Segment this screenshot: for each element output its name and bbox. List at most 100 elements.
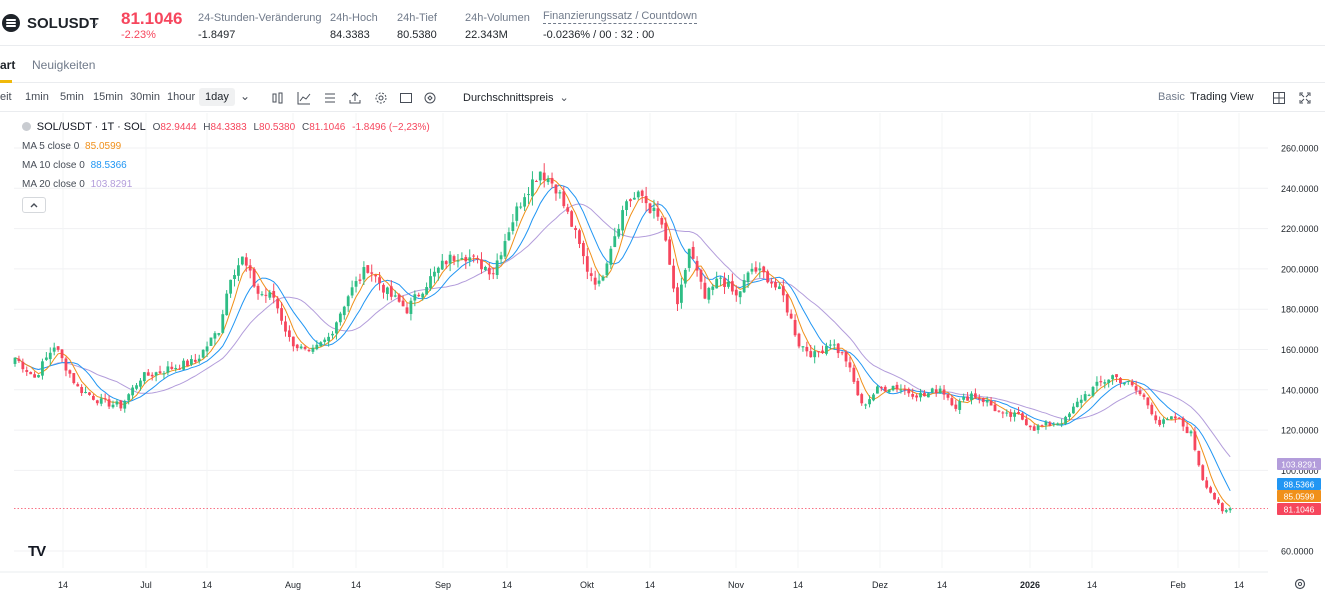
view-basic-button[interactable]: Basic (1158, 91, 1185, 103)
timeframe-1hour[interactable]: 1hour (167, 91, 196, 103)
price-change-pct: -2.23% (121, 29, 156, 41)
candle (456, 253, 460, 268)
legend-open: O82.9444 (152, 122, 197, 133)
candle (44, 352, 48, 361)
candle (1079, 394, 1083, 409)
candle (1122, 382, 1126, 386)
legend-ma10[interactable]: MA 10 close 0 88.5366 (22, 160, 127, 171)
timeframe-cut-label[interactable]: eit (0, 91, 12, 103)
stat-label[interactable]: Finanzierungssatz / Countdown (543, 10, 698, 24)
candle (1036, 423, 1040, 434)
stat-label: 24h-Tief (397, 12, 437, 24)
expand-icon[interactable] (1298, 91, 1312, 105)
candle (668, 236, 672, 265)
legend-collapse-button[interactable] (22, 197, 46, 213)
indicator-icon[interactable] (297, 91, 311, 105)
candle (193, 353, 197, 364)
share-icon[interactable] (348, 91, 362, 105)
candle (644, 186, 648, 212)
candle (962, 393, 966, 403)
timeframe-5min[interactable]: 5min (60, 91, 84, 103)
candle (738, 291, 742, 305)
legend-ma20[interactable]: MA 20 close 0 103.8291 (22, 179, 132, 190)
timeframe-15min[interactable]: 15min (93, 91, 123, 103)
candle-type-icon[interactable] (271, 91, 285, 105)
candle (691, 241, 695, 260)
candle (68, 369, 72, 378)
tab-news[interactable]: Neuigkeiten (32, 58, 96, 72)
fullscreen-box-icon[interactable] (399, 91, 413, 105)
legend-low: L80.5380 (253, 122, 296, 133)
candle (1130, 379, 1134, 387)
svg-text:88.5366: 88.5366 (1284, 479, 1315, 489)
legend-ma5[interactable]: MA 5 close 0 85.0599 (22, 141, 121, 152)
timeframe-30min[interactable]: 30min (130, 91, 160, 103)
candle (656, 201, 660, 221)
stat-value: -1.8497 (198, 29, 236, 41)
timeframe-1day[interactable]: 1day (199, 88, 235, 106)
candle (672, 258, 675, 293)
candle (56, 346, 60, 352)
time-axis[interactable]: 14 Jul 14 Aug 14 Sep 14 Okt 14 Nov 14 Dez 14 2026 14 Fe… (58, 578, 1306, 591)
svg-text:85.0599: 85.0599 (1284, 491, 1315, 501)
x-tick-label: Aug (285, 580, 301, 590)
timeframe-1min[interactable]: 1min (25, 91, 49, 103)
candle (303, 345, 307, 351)
candle (284, 315, 287, 337)
candle (601, 274, 605, 282)
candle (88, 391, 91, 396)
candle (342, 305, 346, 320)
candle (1068, 412, 1071, 421)
legend-change: -1.8496 (−2,23%) (352, 122, 430, 133)
candle (911, 388, 915, 400)
candle (119, 399, 123, 412)
solana-logo-icon (2, 14, 20, 32)
candle (821, 345, 824, 354)
stat-funding-rate[interactable]: Finanzierungssatz / Countdown -0.0236% /… (543, 10, 698, 41)
candle (256, 283, 260, 300)
candle (209, 337, 213, 347)
candle (860, 392, 864, 406)
candle (166, 361, 170, 376)
candle (758, 262, 762, 278)
candle (629, 198, 632, 208)
candle (346, 294, 350, 312)
candle (315, 340, 319, 351)
axis-settings-icon[interactable] (1294, 578, 1306, 590)
candle (919, 388, 922, 402)
candle (723, 272, 726, 294)
candle (154, 371, 158, 382)
symbol-dropdown-chevron-icon[interactable]: ⌄ (90, 15, 101, 29)
price-type-dropdown[interactable]: Durchschnittspreis ⌄ (463, 91, 569, 104)
symbol-name[interactable]: SOLUSDT (27, 15, 99, 32)
stat-24h-low: 24h-Tief 80.5380 (397, 12, 437, 41)
candle (331, 331, 334, 339)
timeframe-more-chevron-icon[interactable]: ⌄ (240, 89, 251, 103)
layout-grid-icon[interactable] (1272, 91, 1286, 105)
candle (609, 245, 613, 269)
candle (687, 248, 691, 272)
stat-value: 84.3383 (330, 29, 370, 41)
chevron-down-icon: ⌄ (559, 92, 569, 104)
candle (111, 400, 115, 409)
candle (244, 253, 248, 272)
candle (715, 271, 719, 289)
stat-value: 22.343M (465, 29, 508, 41)
settings-icon[interactable] (374, 91, 388, 105)
refresh-icon[interactable] (423, 91, 437, 105)
candle (80, 384, 84, 396)
view-tradingview-button[interactable]: Trading View (1190, 91, 1254, 103)
candle (730, 273, 734, 295)
tab-chart[interactable]: art (0, 58, 16, 72)
candlestick-chart[interactable]: 260.0000 240.0000 220.0000 200.0000 180.0000… (0, 113, 1325, 596)
candle (985, 396, 989, 407)
candle (785, 293, 789, 316)
candle (511, 213, 515, 235)
candle (307, 349, 311, 353)
candle (1158, 416, 1162, 427)
candle (1217, 497, 1220, 505)
price-axis[interactable]: 260.0000 240.0000 220.0000 200.0000 180.0000… (1281, 144, 1319, 557)
candle (734, 285, 738, 302)
list-icon[interactable] (323, 91, 337, 105)
candle (499, 251, 503, 264)
